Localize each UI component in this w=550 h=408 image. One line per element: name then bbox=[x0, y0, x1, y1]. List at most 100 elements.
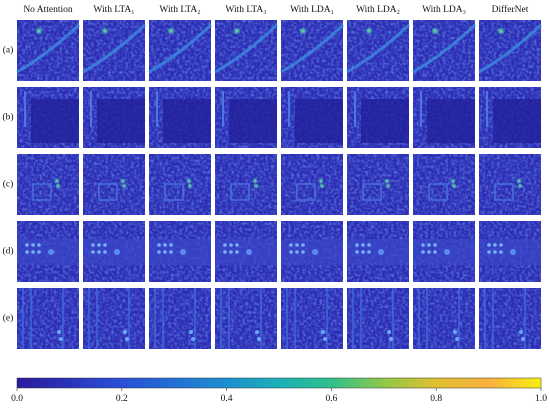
feature bbox=[295, 250, 299, 254]
feature bbox=[187, 183, 193, 189]
row-label: (e) bbox=[3, 313, 14, 324]
feature bbox=[54, 178, 60, 184]
feature bbox=[103, 243, 107, 247]
heatmap-image bbox=[479, 288, 541, 349]
colorbar-tick-label: 0.0 bbox=[11, 394, 23, 404]
image-noise bbox=[149, 288, 211, 349]
feature bbox=[229, 99, 277, 143]
feature bbox=[257, 337, 261, 341]
image-noise bbox=[215, 288, 277, 349]
heatmap-image bbox=[215, 288, 277, 349]
colorbar bbox=[16, 377, 542, 389]
colorbar-tick-label: 0.2 bbox=[116, 394, 128, 404]
colorbar-tick-label: 0.4 bbox=[221, 394, 233, 404]
colorbar-tick-label: 0.8 bbox=[430, 394, 442, 404]
feature bbox=[346, 23, 411, 74]
feature bbox=[164, 183, 184, 201]
feature bbox=[223, 250, 227, 254]
feature bbox=[25, 243, 29, 247]
heatmap-image bbox=[149, 288, 211, 349]
feature bbox=[361, 250, 365, 254]
feature bbox=[229, 250, 233, 254]
feature bbox=[169, 250, 173, 254]
heatmap-image bbox=[215, 87, 277, 148]
heatmap-image bbox=[214, 20, 279, 81]
feature bbox=[191, 337, 195, 341]
column-header: With LTA₂ bbox=[159, 5, 200, 15]
heatmap-image bbox=[83, 288, 145, 349]
feature bbox=[412, 23, 477, 74]
feature bbox=[519, 330, 523, 334]
feature bbox=[180, 249, 186, 255]
feature bbox=[497, 27, 505, 35]
feature bbox=[367, 250, 371, 254]
heatmap-image bbox=[347, 221, 409, 282]
feature bbox=[301, 243, 305, 247]
feature bbox=[31, 250, 35, 254]
feature bbox=[521, 337, 525, 341]
feature bbox=[37, 243, 41, 247]
feature bbox=[82, 23, 147, 74]
feature bbox=[494, 183, 514, 201]
feature bbox=[367, 243, 371, 247]
feature bbox=[431, 27, 439, 35]
heatmap-image bbox=[281, 154, 343, 215]
feature bbox=[516, 178, 522, 184]
feature bbox=[361, 99, 409, 143]
feature bbox=[451, 183, 457, 189]
column-header: DifferNet bbox=[492, 4, 529, 15]
heatmap-image bbox=[346, 20, 411, 81]
feature bbox=[114, 249, 120, 255]
feature bbox=[319, 183, 325, 189]
image-grid bbox=[16, 20, 543, 349]
feature bbox=[478, 23, 543, 74]
heatmap-image bbox=[479, 221, 541, 282]
heatmap-image bbox=[215, 154, 277, 215]
feature bbox=[421, 250, 425, 254]
feature bbox=[517, 183, 523, 189]
image-noise bbox=[17, 288, 79, 349]
feature bbox=[98, 183, 118, 201]
feature bbox=[444, 249, 450, 255]
feature bbox=[295, 99, 343, 143]
feature bbox=[427, 99, 475, 143]
image-noise bbox=[479, 288, 541, 349]
heatmap-image bbox=[16, 20, 81, 81]
feature bbox=[493, 99, 541, 143]
feature bbox=[487, 250, 491, 254]
feature bbox=[91, 243, 95, 247]
feature bbox=[493, 250, 497, 254]
feature bbox=[157, 243, 161, 247]
feature bbox=[163, 99, 211, 143]
heatmap-image bbox=[17, 87, 79, 148]
heatmap-image bbox=[413, 221, 475, 282]
row-label: (c) bbox=[3, 179, 14, 190]
feature bbox=[163, 243, 167, 247]
feature bbox=[55, 183, 61, 189]
heatmap-image bbox=[281, 288, 343, 349]
feature bbox=[37, 250, 41, 254]
feature bbox=[25, 250, 29, 254]
feature bbox=[289, 250, 293, 254]
feature bbox=[167, 27, 175, 35]
heatmap-image bbox=[281, 221, 343, 282]
feature bbox=[355, 250, 359, 254]
heatmap-image bbox=[281, 87, 343, 148]
heatmap-image bbox=[83, 87, 145, 148]
heatmap-image bbox=[17, 154, 79, 215]
feature bbox=[169, 243, 173, 247]
feature bbox=[453, 330, 457, 334]
feature bbox=[433, 243, 437, 247]
heatmap-image bbox=[149, 87, 211, 148]
feature bbox=[121, 183, 127, 189]
feature bbox=[148, 23, 213, 74]
feature bbox=[321, 330, 325, 334]
feature bbox=[365, 27, 373, 35]
colorbar-tick-label: 1.0 bbox=[535, 394, 547, 404]
heatmap-image bbox=[479, 154, 541, 215]
row-label: (a) bbox=[3, 45, 14, 56]
feature bbox=[252, 178, 258, 184]
heatmap-image bbox=[149, 154, 211, 215]
feature bbox=[255, 330, 259, 334]
heatmap-image bbox=[347, 87, 409, 148]
